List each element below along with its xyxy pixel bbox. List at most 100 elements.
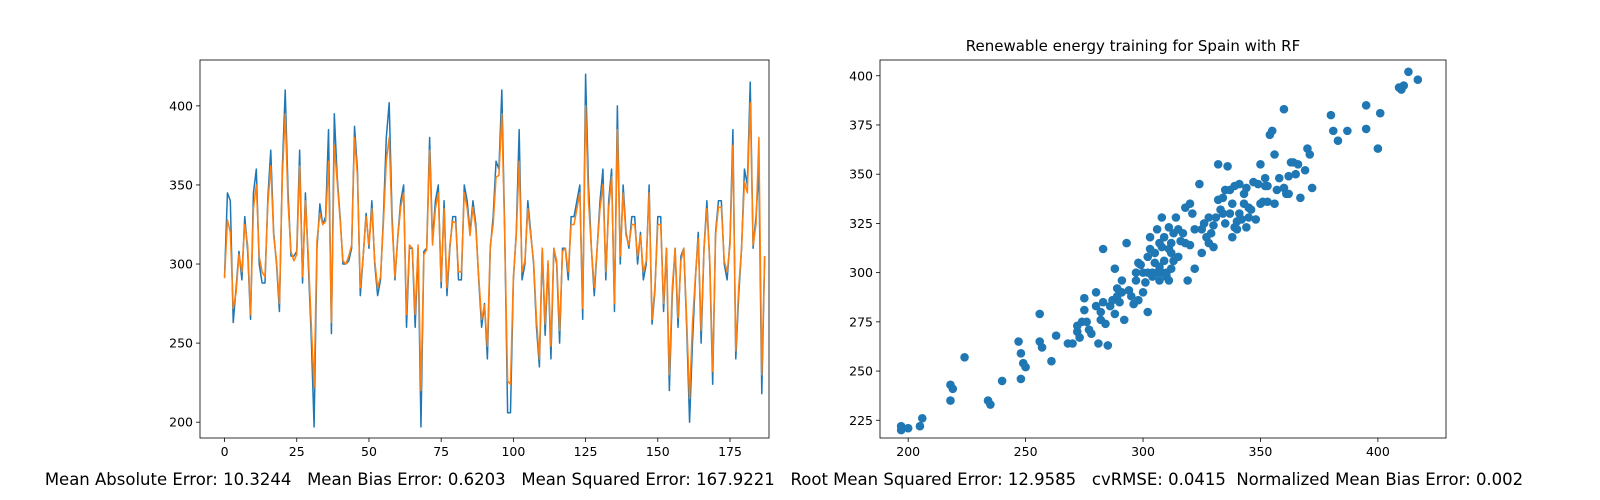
scatter-point [948, 384, 958, 394]
scatter-chart-y-tick-label: 275 [849, 314, 873, 329]
scatter-point [1220, 219, 1230, 228]
scatter-point [1082, 317, 1091, 327]
scatter-point [1242, 223, 1251, 232]
line-chart-x-tick-label: 100 [501, 444, 525, 459]
line-chart-y-tick-label: 250 [169, 336, 193, 351]
scatter-chart-x-tick-label: 200 [896, 444, 920, 459]
scatter-point [1227, 232, 1237, 242]
scatter-point [1155, 276, 1164, 285]
scatter-point [1080, 293, 1089, 303]
scatter-point [1361, 100, 1371, 110]
scatter-point [1373, 144, 1383, 153]
scatter-point [1204, 213, 1214, 222]
scatter-point [1413, 75, 1423, 84]
scatter-point [1183, 276, 1192, 285]
line-chart-x-tick-label: 25 [289, 444, 305, 459]
scatter-point [1117, 288, 1127, 297]
scatter-point [1242, 183, 1251, 193]
scatter-point [1270, 150, 1279, 159]
scatter-point [1293, 160, 1303, 169]
line-chart-x-tick-label: 75 [433, 444, 449, 459]
scatter-point [1131, 268, 1141, 277]
scatter-point [1211, 213, 1221, 222]
scatter-point [1150, 248, 1160, 258]
scatter-point [1270, 199, 1279, 209]
line-chart-x-tick-label: 50 [361, 444, 377, 459]
scatter-point [1035, 309, 1044, 319]
scatter-point [896, 425, 906, 435]
scatter-point [1166, 248, 1176, 258]
scatter-chart-x-tick-label: 350 [1249, 444, 1273, 459]
scatter-point [1279, 104, 1289, 114]
scatter-point [1141, 278, 1150, 287]
scatter-point [1115, 297, 1124, 307]
scatter-chart-axes-frame [879, 59, 1447, 439]
scatter-point [1267, 126, 1277, 136]
scatter-point [1375, 108, 1385, 118]
scatter-point [1080, 305, 1089, 315]
scatter-point [1227, 199, 1237, 209]
scatter-point [1096, 307, 1106, 317]
scatter-point [1300, 165, 1310, 175]
scatter-point [1134, 295, 1143, 305]
scatter-point [1126, 291, 1136, 301]
scatter-point [1399, 81, 1409, 90]
scatter-point [1051, 331, 1061, 340]
scatter-point [1164, 276, 1174, 285]
scatter-point [1185, 240, 1195, 250]
scatter-point [917, 414, 927, 423]
metrics-summary-line: Mean Absolute Error: 10.3244 Mean Bias E… [45, 470, 1523, 489]
scatter-point [1225, 209, 1235, 218]
scatter-point [1185, 199, 1195, 209]
line-chart-axes-frame [199, 59, 770, 439]
scatter-point [1232, 225, 1242, 234]
line-chart-x-tick-label: 150 [646, 444, 670, 459]
scatter-point [1284, 189, 1293, 199]
scatter-point [1190, 264, 1200, 273]
scatter-chart-y-tick-label: 250 [849, 364, 873, 379]
scatter-point [1223, 162, 1232, 171]
scatter-point [1213, 160, 1223, 169]
line-chart-actual-vs-predicted: 0 25 50 75 100 125 150 175 200 250 300 350 400 [169, 59, 770, 459]
scatter-point [1199, 219, 1209, 228]
scatter-point [1131, 276, 1141, 285]
scatter-point [1333, 136, 1343, 146]
scatter-chart-y-tick-label: 225 [849, 413, 873, 428]
scatter-chart-y-tick-label: 375 [849, 117, 873, 132]
scatter-point [1091, 288, 1101, 297]
scatter-point [1326, 110, 1336, 120]
line-chart-y-tick-label: 350 [169, 177, 193, 192]
scatter-point [1296, 193, 1305, 203]
scatter-point [1246, 205, 1256, 214]
line-chart-x-tick-label: 175 [718, 444, 742, 459]
scatter-point [1152, 225, 1162, 234]
scatter-point [1157, 213, 1167, 222]
scatter-point [1190, 225, 1200, 234]
scatter-chart-x-tick-label: 250 [1014, 444, 1038, 459]
line-chart-x-tick-label: 0 [221, 444, 229, 459]
scatter-point [1274, 173, 1284, 183]
scatter-point [1272, 185, 1282, 195]
scatter-point [1404, 67, 1413, 77]
scatter-point [1328, 126, 1338, 136]
scatter-point [1307, 183, 1317, 193]
scatter-point [1173, 252, 1183, 262]
scatter-point [1068, 339, 1077, 348]
scatter-point [1136, 260, 1145, 270]
scatter-point [1047, 356, 1056, 366]
scatter-point [1091, 301, 1101, 311]
line-chart-y-tick-label: 400 [169, 98, 193, 113]
scatter-chart-y-tick-label: 400 [849, 68, 873, 83]
scatter-point [1235, 179, 1244, 189]
scatter-point [1159, 256, 1169, 266]
scatter-chart-y-tick-label: 325 [849, 216, 873, 231]
scatter-chart-y-tick-label: 300 [849, 265, 873, 280]
scatter-point [1263, 181, 1272, 191]
scatter-point [1143, 307, 1153, 317]
scatter-chart-y-tick-label: 350 [849, 167, 873, 182]
scatter-chart-actual-vs-predicted: 200 250 300 350 400 225 250 275 300 325 350 375 400 [849, 59, 1447, 459]
scatter-chart-x-tick-label: 300 [1131, 444, 1155, 459]
scatter-point [1119, 315, 1129, 325]
scatter-point [1263, 197, 1272, 207]
